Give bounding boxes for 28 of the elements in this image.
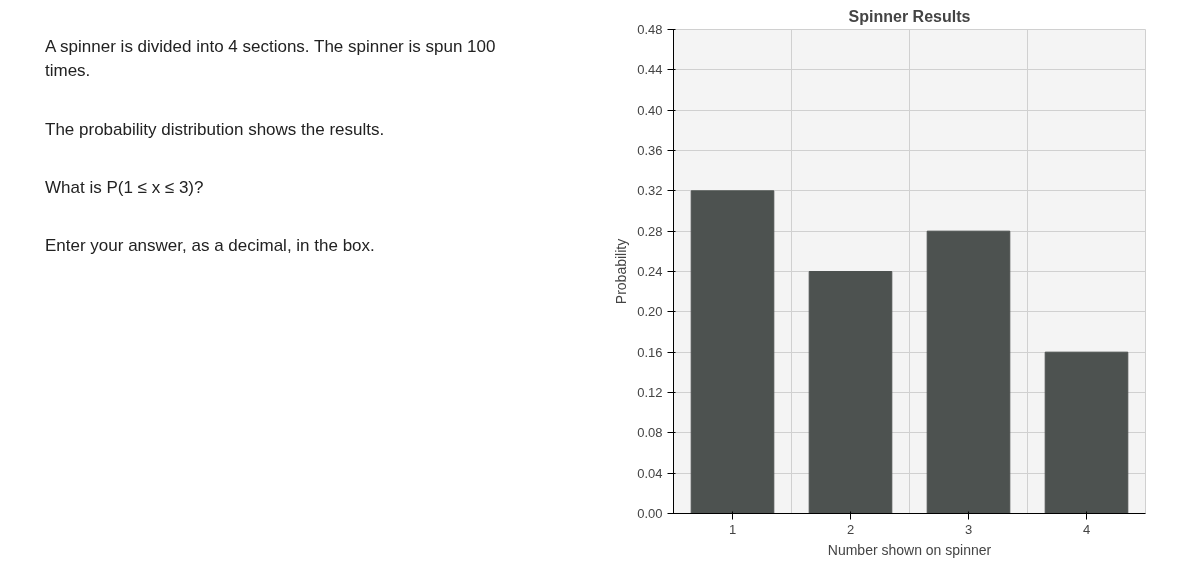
bar: [926, 230, 1011, 514]
y-tick-label: 0.24: [637, 264, 663, 279]
text: Enter your answer, as a decimal, in the box.: [45, 235, 376, 258]
x-tick-label: 3: [964, 521, 973, 537]
text: What is P(1 ≤ x ≤ 3)?: [45, 176, 205, 199]
y-tick-label: 0.20: [637, 304, 663, 320]
y-tick-label: 0.48: [637, 22, 663, 37]
x-tick-label: 2: [846, 521, 855, 537]
y-tick-label: 0.04: [637, 465, 663, 481]
y-tick-label: 0.44: [637, 62, 663, 78]
bar: [690, 190, 775, 514]
y-axis-title: Probability: [613, 238, 630, 305]
y-tick-label: 0.36: [637, 143, 663, 158]
x-tick-label: 1: [728, 521, 737, 537]
x-tick-label: 4: [1082, 521, 1091, 537]
y-tick-label: 0.08: [637, 425, 663, 441]
bar: [1044, 351, 1129, 514]
chart-title: Spinner Results: [848, 7, 971, 25]
y-tick-label: 0.12: [637, 385, 663, 400]
y-tick-label: 0.00: [637, 506, 663, 521]
bar: [808, 271, 893, 514]
text: The probability distribution shows the results.: [45, 118, 386, 141]
x-axis-title: Number shown on spinner: [827, 541, 992, 558]
y-tick-label: 0.16: [637, 344, 663, 360]
y-tick-label: 0.32: [637, 183, 663, 199]
y-tick-label: 0.40: [637, 102, 663, 118]
y-tick-label: 0.28: [637, 223, 663, 239]
text: A spinner is divided into 4 sections. The spinner is spun 100 times.: [45, 36, 497, 83]
